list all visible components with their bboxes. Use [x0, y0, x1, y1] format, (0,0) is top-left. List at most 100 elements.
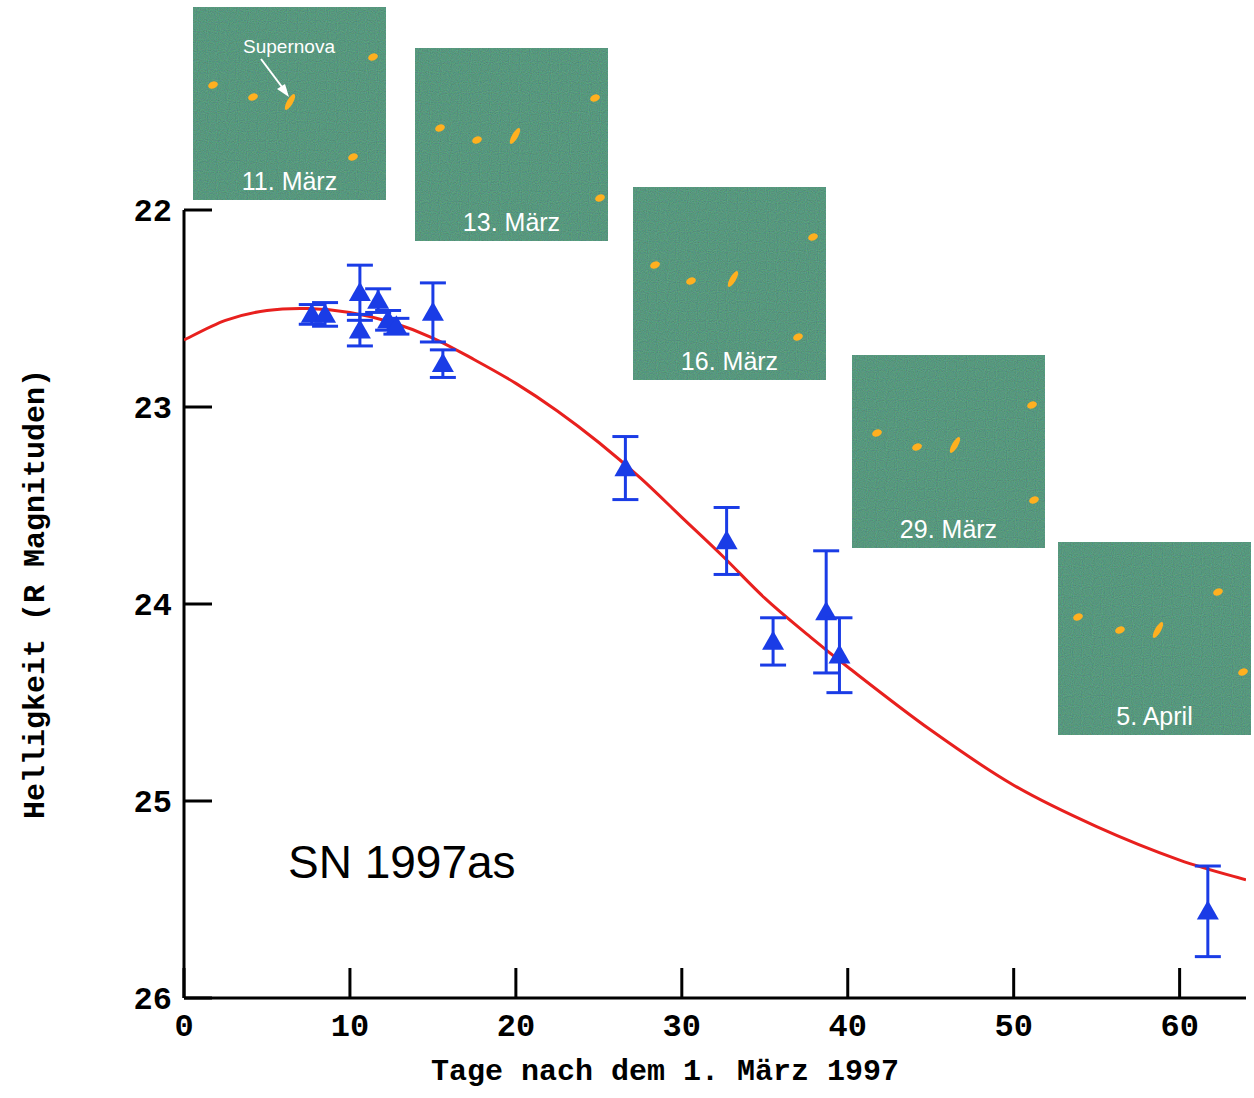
- data-point: [1197, 900, 1219, 919]
- y-tick-label: 26: [134, 982, 172, 1019]
- data-point: [432, 353, 454, 372]
- inset-background: [633, 187, 826, 380]
- inset-noise: [852, 355, 1045, 548]
- x-tick: [1012, 968, 1015, 998]
- x-tick-label: 60: [1160, 1009, 1198, 1046]
- inset-image: 16. März: [633, 187, 826, 380]
- inset-background: [1058, 542, 1251, 735]
- y-tick: [184, 997, 212, 1000]
- x-tick: [348, 968, 351, 998]
- inset-label: 29. März: [900, 515, 997, 543]
- inset-noise: [415, 48, 608, 241]
- inset-background: [852, 355, 1045, 548]
- inset-object: [247, 92, 259, 102]
- inset-background: [415, 48, 608, 241]
- x-tick-label: 0: [174, 1009, 193, 1046]
- x-tick-label: 40: [829, 1009, 867, 1046]
- error-bar-cap: [420, 281, 446, 284]
- inset-noise: [193, 7, 386, 200]
- error-bar-cap: [826, 691, 852, 694]
- data-point: [828, 644, 850, 663]
- error-bar-cap: [714, 573, 740, 576]
- x-tick: [680, 968, 683, 998]
- error-bar-cap: [347, 344, 373, 347]
- x-tick: [183, 968, 186, 998]
- y-tick-label: 24: [134, 588, 172, 625]
- inset-object: [367, 52, 379, 62]
- error-bar-cap: [612, 498, 638, 501]
- y-tick-label: 23: [134, 391, 172, 428]
- inset-object: [471, 135, 483, 145]
- error-bar: [312, 303, 338, 327]
- error-bar: [612, 437, 638, 500]
- error-bar-cap: [760, 664, 786, 667]
- error-bar-cap: [430, 348, 456, 351]
- x-tick-label: 20: [497, 1009, 535, 1046]
- y-tick: [184, 406, 212, 409]
- y-axis-title: Helligkeit (R Magnituden): [19, 369, 53, 819]
- error-bar-cap: [760, 616, 786, 619]
- inset-object: [508, 127, 522, 146]
- inset-object: [1114, 625, 1126, 635]
- pointer-arrow: [261, 59, 285, 91]
- inset-object: [1072, 612, 1084, 622]
- inset-label: 16. März: [681, 347, 778, 375]
- error-bar-cap: [813, 671, 839, 674]
- error-bar-cap: [813, 549, 839, 552]
- data-point: [385, 315, 407, 334]
- data-point: [314, 303, 336, 322]
- y-tick-label: 25: [134, 785, 172, 822]
- inset-image: 29. März: [852, 355, 1045, 548]
- inset-object: [1026, 400, 1038, 410]
- inset-image: 5. April: [1058, 542, 1251, 735]
- x-tick-label: 50: [994, 1009, 1032, 1046]
- inset-object: [283, 93, 297, 112]
- inset-object: [911, 442, 923, 452]
- inset-object: [1028, 495, 1040, 505]
- inset-noise: [1058, 542, 1251, 735]
- pointer-label: Supernova: [243, 36, 335, 57]
- x-tick: [846, 968, 849, 998]
- inset-object: [434, 123, 446, 133]
- x-tick-label: 30: [663, 1009, 701, 1046]
- error-bar: [430, 350, 456, 378]
- error-bar-cap: [420, 340, 446, 343]
- inset-object: [594, 193, 606, 203]
- error-bar-cap: [312, 325, 338, 328]
- data-point: [422, 301, 444, 320]
- inset-object: [207, 80, 219, 90]
- error-bar: [826, 618, 852, 693]
- error-bar-cap: [1195, 955, 1221, 958]
- error-bar: [420, 283, 446, 342]
- inset-object: [1237, 667, 1249, 677]
- plot-area: [184, 265, 1246, 956]
- error-bar: [714, 507, 740, 574]
- inset-object: [948, 436, 962, 455]
- inset-label: 11. März: [242, 167, 337, 195]
- inset-object: [871, 428, 883, 438]
- error-bar: [347, 314, 373, 346]
- inset-object: [685, 276, 697, 286]
- inset-object: [589, 93, 601, 103]
- error-bar: [365, 289, 391, 313]
- inset-object: [726, 270, 740, 289]
- inset-object: [1212, 587, 1224, 597]
- x-tick-label: 10: [331, 1009, 369, 1046]
- inset-object: [347, 152, 359, 162]
- inset-object: [792, 332, 804, 342]
- y-tick: [184, 800, 212, 803]
- inset-label: 5. April: [1116, 702, 1192, 730]
- data-point: [349, 282, 371, 301]
- y-tick-label: 22: [134, 194, 172, 231]
- x-axis-title: Tage nach dem 1. März 1997: [431, 1055, 899, 1089]
- data-point: [349, 319, 371, 338]
- pointer-arrowhead: [277, 84, 289, 97]
- error-bar: [1195, 866, 1221, 957]
- error-bar-cap: [430, 376, 456, 379]
- error-bar-cap: [347, 264, 373, 267]
- data-point: [716, 530, 738, 549]
- x-axis: [184, 997, 1246, 1000]
- inset-object: [1151, 621, 1165, 640]
- inset-noise: [633, 187, 826, 380]
- error-bar: [760, 618, 786, 665]
